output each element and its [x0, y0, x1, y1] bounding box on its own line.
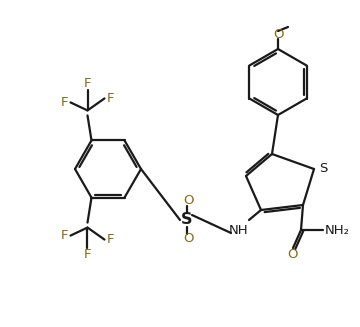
Text: F: F	[107, 92, 114, 105]
Text: F: F	[107, 233, 114, 246]
Text: F: F	[84, 248, 91, 261]
Text: O: O	[288, 249, 298, 262]
Text: S: S	[181, 213, 193, 228]
Text: NH₂: NH₂	[324, 223, 350, 236]
Text: F: F	[61, 229, 68, 242]
Text: S: S	[319, 163, 327, 176]
Text: O: O	[183, 232, 193, 246]
Text: O: O	[274, 28, 284, 42]
Text: NH: NH	[229, 225, 249, 237]
Text: O: O	[183, 195, 193, 208]
Text: F: F	[84, 77, 91, 90]
Text: F: F	[61, 96, 68, 109]
